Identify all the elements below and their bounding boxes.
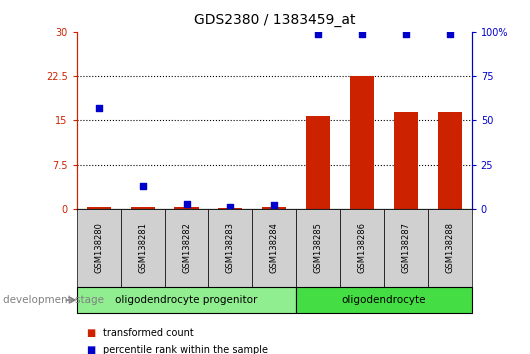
Text: percentile rank within the sample: percentile rank within the sample [103, 346, 268, 354]
Bar [296, 209, 340, 287]
Point [226, 204, 235, 210]
Point [358, 31, 366, 36]
Point [402, 31, 410, 36]
Title: GDS2380 / 1383459_at: GDS2380 / 1383459_at [193, 13, 355, 27]
Point [270, 202, 279, 208]
Text: GSM138284: GSM138284 [270, 222, 279, 273]
Text: transformed count: transformed count [103, 328, 194, 338]
Bar [77, 209, 121, 287]
Point [314, 31, 322, 36]
Bar [384, 209, 428, 287]
Text: GSM138280: GSM138280 [94, 222, 103, 273]
Bar [306, 116, 330, 209]
Bar [350, 76, 374, 209]
Text: oligodendrocyte: oligodendrocyte [342, 295, 426, 305]
Text: GSM138288: GSM138288 [445, 222, 454, 273]
Text: GSM138285: GSM138285 [314, 222, 323, 273]
Point [138, 183, 147, 189]
Text: GSM138283: GSM138283 [226, 222, 235, 273]
Text: oligodendrocyte progenitor: oligodendrocyte progenitor [116, 295, 258, 305]
Text: ■: ■ [87, 328, 100, 338]
Bar [340, 209, 384, 287]
Point [94, 105, 103, 111]
Bar [296, 287, 472, 313]
Text: GSM138286: GSM138286 [358, 222, 367, 273]
Bar [438, 112, 462, 209]
Bar [208, 209, 252, 287]
Bar [428, 209, 472, 287]
Bar [77, 287, 296, 313]
Bar [87, 207, 111, 209]
Bar [262, 207, 286, 209]
Point [182, 201, 191, 206]
Text: ■: ■ [87, 346, 100, 354]
Bar [252, 209, 296, 287]
Text: development stage: development stage [3, 295, 104, 305]
Text: GSM138281: GSM138281 [138, 222, 147, 273]
Text: GSM138287: GSM138287 [401, 222, 410, 273]
Point [446, 31, 454, 36]
Bar [174, 207, 199, 209]
Bar [394, 112, 418, 209]
Bar [130, 206, 155, 209]
Bar [165, 209, 208, 287]
Text: GSM138282: GSM138282 [182, 222, 191, 273]
Bar [218, 208, 242, 209]
Bar [121, 209, 165, 287]
